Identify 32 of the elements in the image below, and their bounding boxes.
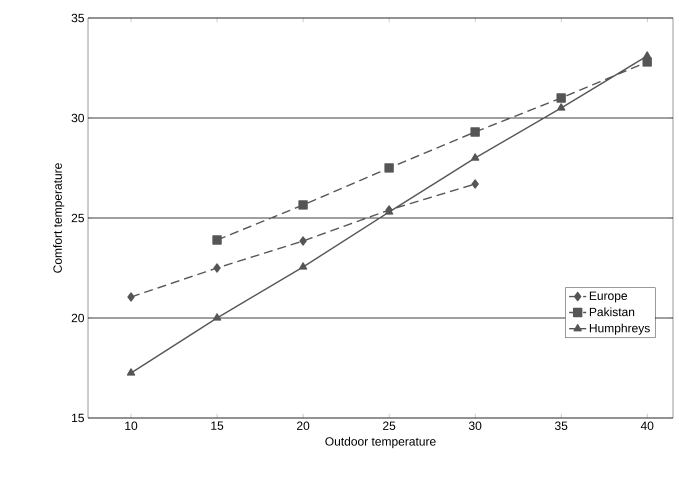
point bbox=[557, 103, 566, 111]
point bbox=[471, 179, 479, 189]
point bbox=[556, 93, 566, 103]
x-axis-title: Outdoor temperature bbox=[325, 436, 436, 448]
point bbox=[470, 153, 480, 161]
y-axis-title: Comfort temperature bbox=[53, 163, 64, 273]
point bbox=[298, 262, 308, 270]
x-tick-label: 35 bbox=[554, 422, 568, 430]
legend-label: Humphreys bbox=[590, 324, 650, 335]
point bbox=[384, 163, 394, 173]
y-tick-label: 20 bbox=[72, 314, 84, 322]
x-tick-label: 10 bbox=[125, 422, 138, 430]
point bbox=[299, 236, 307, 246]
point bbox=[213, 263, 221, 273]
x-tick-label: 15 bbox=[211, 422, 224, 430]
point bbox=[212, 313, 222, 321]
point bbox=[212, 235, 222, 245]
point bbox=[470, 127, 480, 137]
y-tick-label: 30 bbox=[72, 114, 84, 122]
point bbox=[126, 368, 136, 376]
legend-label: Pakistan bbox=[590, 307, 634, 316]
legend-label: Europe bbox=[590, 292, 628, 302]
y-tick-label: 15 bbox=[72, 414, 84, 422]
point bbox=[642, 57, 652, 67]
point bbox=[127, 292, 135, 302]
y-tick-label: 35 bbox=[72, 14, 84, 22]
y-tick-label: 25 bbox=[72, 214, 84, 222]
x-tick-label: 25 bbox=[383, 422, 396, 430]
x-tick-label: 40 bbox=[640, 422, 654, 430]
x-tick-label: 20 bbox=[297, 422, 310, 430]
point bbox=[298, 200, 308, 210]
x-tick-label: 30 bbox=[468, 422, 482, 430]
